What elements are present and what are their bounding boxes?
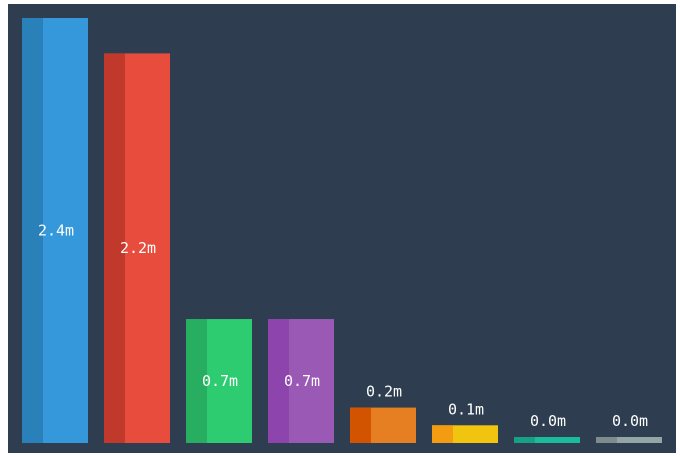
bar-2-value-label: 2.2m — [120, 239, 156, 257]
bar-2: 2.2m — [104, 53, 170, 444]
bar-5-value-label: 0.2m — [366, 383, 402, 401]
bar-4: 0.7m — [268, 319, 334, 443]
bar-7-shade — [514, 437, 535, 443]
bar-8-shade — [596, 437, 617, 443]
bar-3-value-label: 0.7m — [202, 372, 238, 390]
bar-7-value-label: 0.0m — [530, 412, 566, 430]
bar-8-body — [596, 437, 662, 443]
bar-1-shade — [22, 18, 43, 443]
bar-2-shade — [104, 53, 125, 444]
bar-1: 2.4m — [22, 18, 88, 443]
bar-6-value-label: 0.1m — [448, 400, 484, 418]
bar-6-shade — [432, 425, 453, 443]
bar-4-value-label: 0.7m — [284, 372, 320, 390]
bar-7: 0.0m — [514, 412, 580, 443]
bar-8-value-label: 0.0m — [612, 412, 648, 430]
bar-6: 0.1m — [432, 400, 498, 443]
bar-1-value-label: 2.4m — [38, 222, 74, 240]
bar-8: 0.0m — [596, 412, 662, 443]
bar-4-shade — [268, 319, 289, 443]
bar-3: 0.7m — [186, 319, 252, 443]
bar-5: 0.2m — [350, 383, 416, 443]
bar-7-body — [514, 437, 580, 443]
bar-5-shade — [350, 407, 371, 443]
bar-3-shade — [186, 319, 207, 443]
